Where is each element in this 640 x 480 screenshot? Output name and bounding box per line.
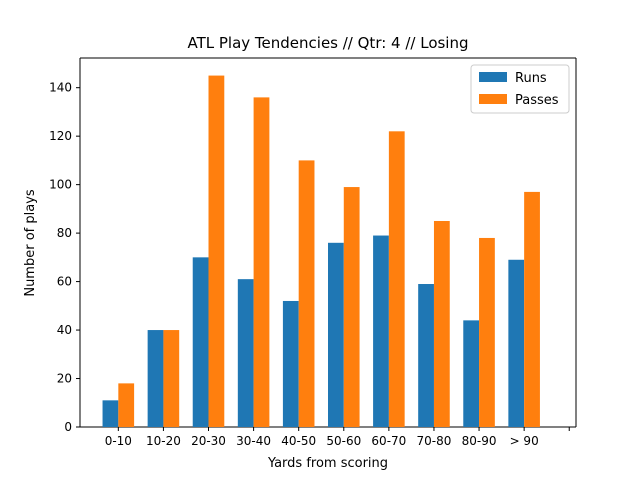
y-tick-label: 80 [57,226,72,240]
bar-passes-1 [118,383,135,427]
y-tick-label: 0 [64,420,72,434]
bar-runs-5 [282,300,299,427]
x-tick-label: 80-90 [462,434,497,448]
legend: Runs Passes [470,64,570,114]
legend-label-passes: Passes [515,93,559,108]
chart-title: ATL Play Tendencies // Qtr: 4 // Losing [187,34,468,52]
bar-passes-9 [479,237,495,427]
bar-passes-3 [208,75,225,428]
y-tick-label: 60 [57,275,72,289]
bar-runs-3 [192,257,209,427]
y-tick-label: 120 [49,129,72,143]
x-tick-label: 70-80 [417,434,452,448]
x-tick-label: 40-50 [281,434,316,448]
y-axis-label: Number of plays [23,189,38,297]
bar-passes-5 [298,160,315,427]
x-axis: 0-10 10-20 20-30 30-40 40-50 50-60 60-70 70-80 8… [105,427,570,448]
bar-runs-10 [508,259,525,427]
y-tick-label: 40 [57,323,72,337]
x-tick-label: 60-70 [371,434,406,448]
bar-passes-7 [388,131,405,427]
y-tick-label: 20 [57,372,72,386]
x-tick-label: 50-60 [326,434,361,448]
y-axis: 0 20 40 60 80 100 120 140 [49,81,80,434]
bar-runs-2 [147,330,164,427]
x-tick-label: 20-30 [191,434,226,448]
bar-runs-9 [463,320,480,427]
bar-passes-2 [163,330,180,427]
legend-label-runs: Runs [515,71,547,86]
bar-runs-7 [373,235,389,427]
x-tick-label: 10-20 [146,434,181,448]
bar-runs-6 [328,242,344,427]
bar-runs-1 [102,400,119,427]
y-tick-label: 100 [49,178,72,192]
x-axis-label: Yards from scoring [267,456,388,471]
bar-runs-4 [237,279,254,427]
bars-group [102,75,540,428]
legend-swatch-runs [479,72,507,82]
bar-passes-6 [343,187,360,427]
legend-swatch-passes [479,94,507,104]
bar-runs-8 [418,284,434,427]
x-tick-label: > 90 [510,434,539,448]
bar-passes-4 [253,97,270,427]
y-tick-label: 140 [49,81,72,95]
x-tick-label: 0-10 [105,434,132,448]
bar-passes-8 [433,220,450,427]
x-tick-label: 30-40 [236,434,271,448]
bar-passes-10 [524,191,540,427]
